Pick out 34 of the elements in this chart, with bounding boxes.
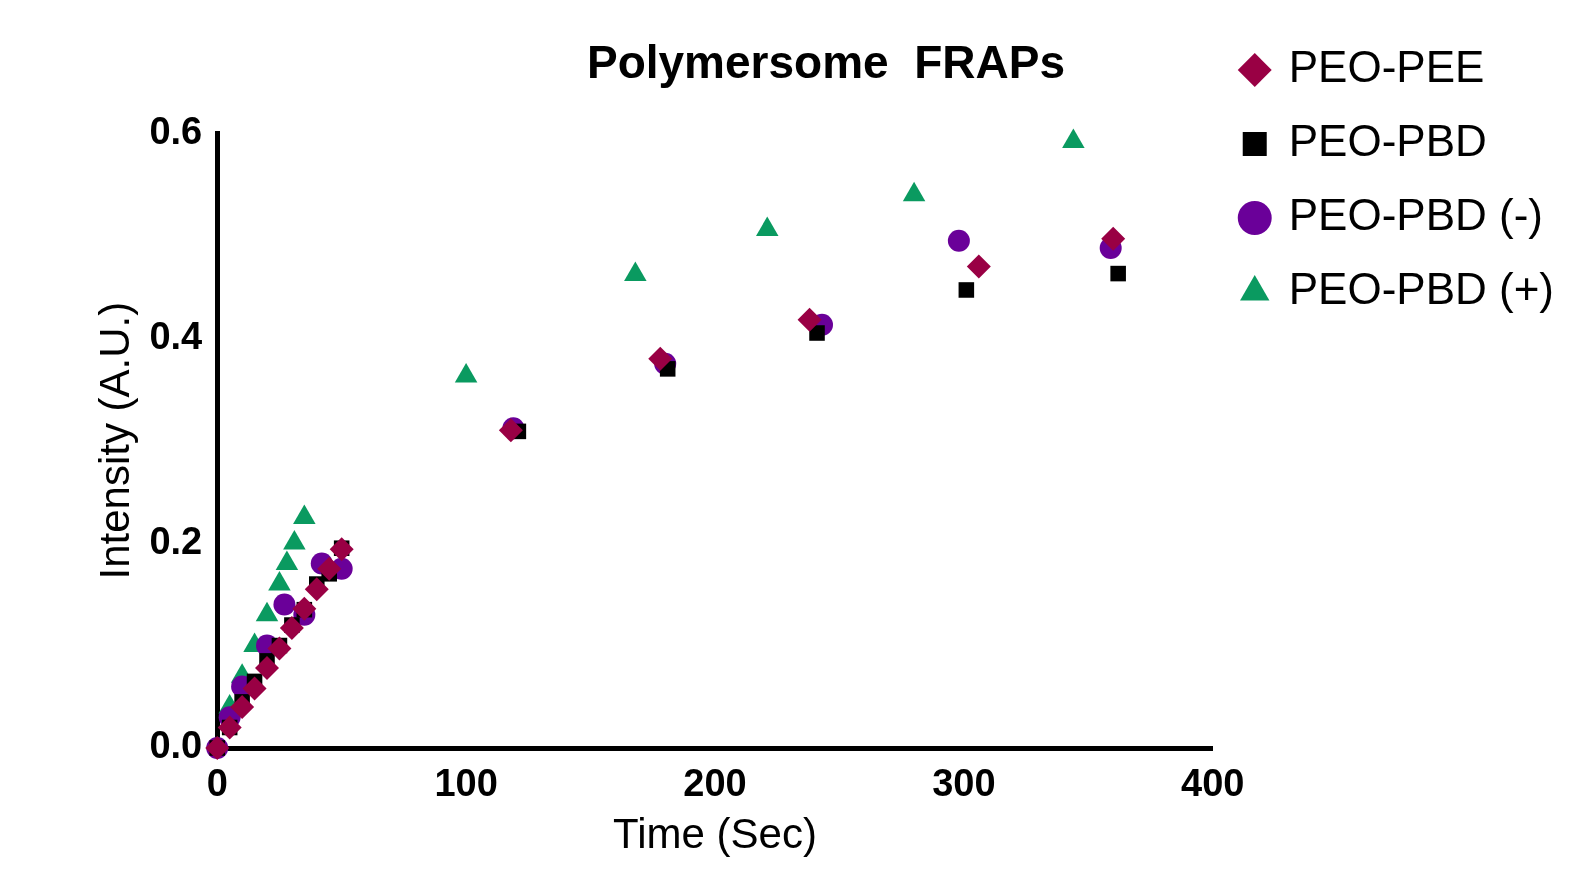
y-axis-title: Intensity (A.U.) <box>90 301 138 580</box>
point <box>242 676 267 701</box>
legend-label: PEO-PBD <box>1288 116 1487 166</box>
x-tick-label: 300 <box>932 762 996 805</box>
point <box>797 307 822 332</box>
legend-label: PEO-PEE <box>1288 42 1485 92</box>
point <box>292 596 317 621</box>
point <box>1110 265 1126 282</box>
y-tick-label: 0.6 <box>149 109 203 152</box>
y-tick-label: 0.2 <box>149 519 203 562</box>
point <box>304 577 329 602</box>
y-tick-label: 0.4 <box>149 314 203 357</box>
chart-title: Polymersome FRAPs <box>586 36 1066 89</box>
x-tick-label: 400 <box>1181 762 1245 805</box>
point <box>329 537 354 562</box>
point <box>947 229 970 252</box>
point <box>273 593 296 616</box>
point <box>966 254 991 279</box>
point <box>958 282 975 298</box>
point <box>279 616 304 641</box>
point <box>255 656 279 681</box>
x-axis-title: Time (Sec) <box>613 810 817 858</box>
point <box>230 695 255 720</box>
legend-label: PEO-PBD (-) <box>1288 190 1543 240</box>
point <box>267 636 292 661</box>
x-tick-label: 200 <box>683 762 747 805</box>
point <box>648 346 673 371</box>
point <box>217 715 242 740</box>
x-tick-label: 0 <box>206 762 228 805</box>
point <box>1101 226 1126 251</box>
point <box>317 556 342 581</box>
y-tick-label: 0.0 <box>149 724 203 767</box>
x-tick-label: 100 <box>434 762 498 805</box>
legend-label: PEO-PBD (+) <box>1288 264 1555 314</box>
